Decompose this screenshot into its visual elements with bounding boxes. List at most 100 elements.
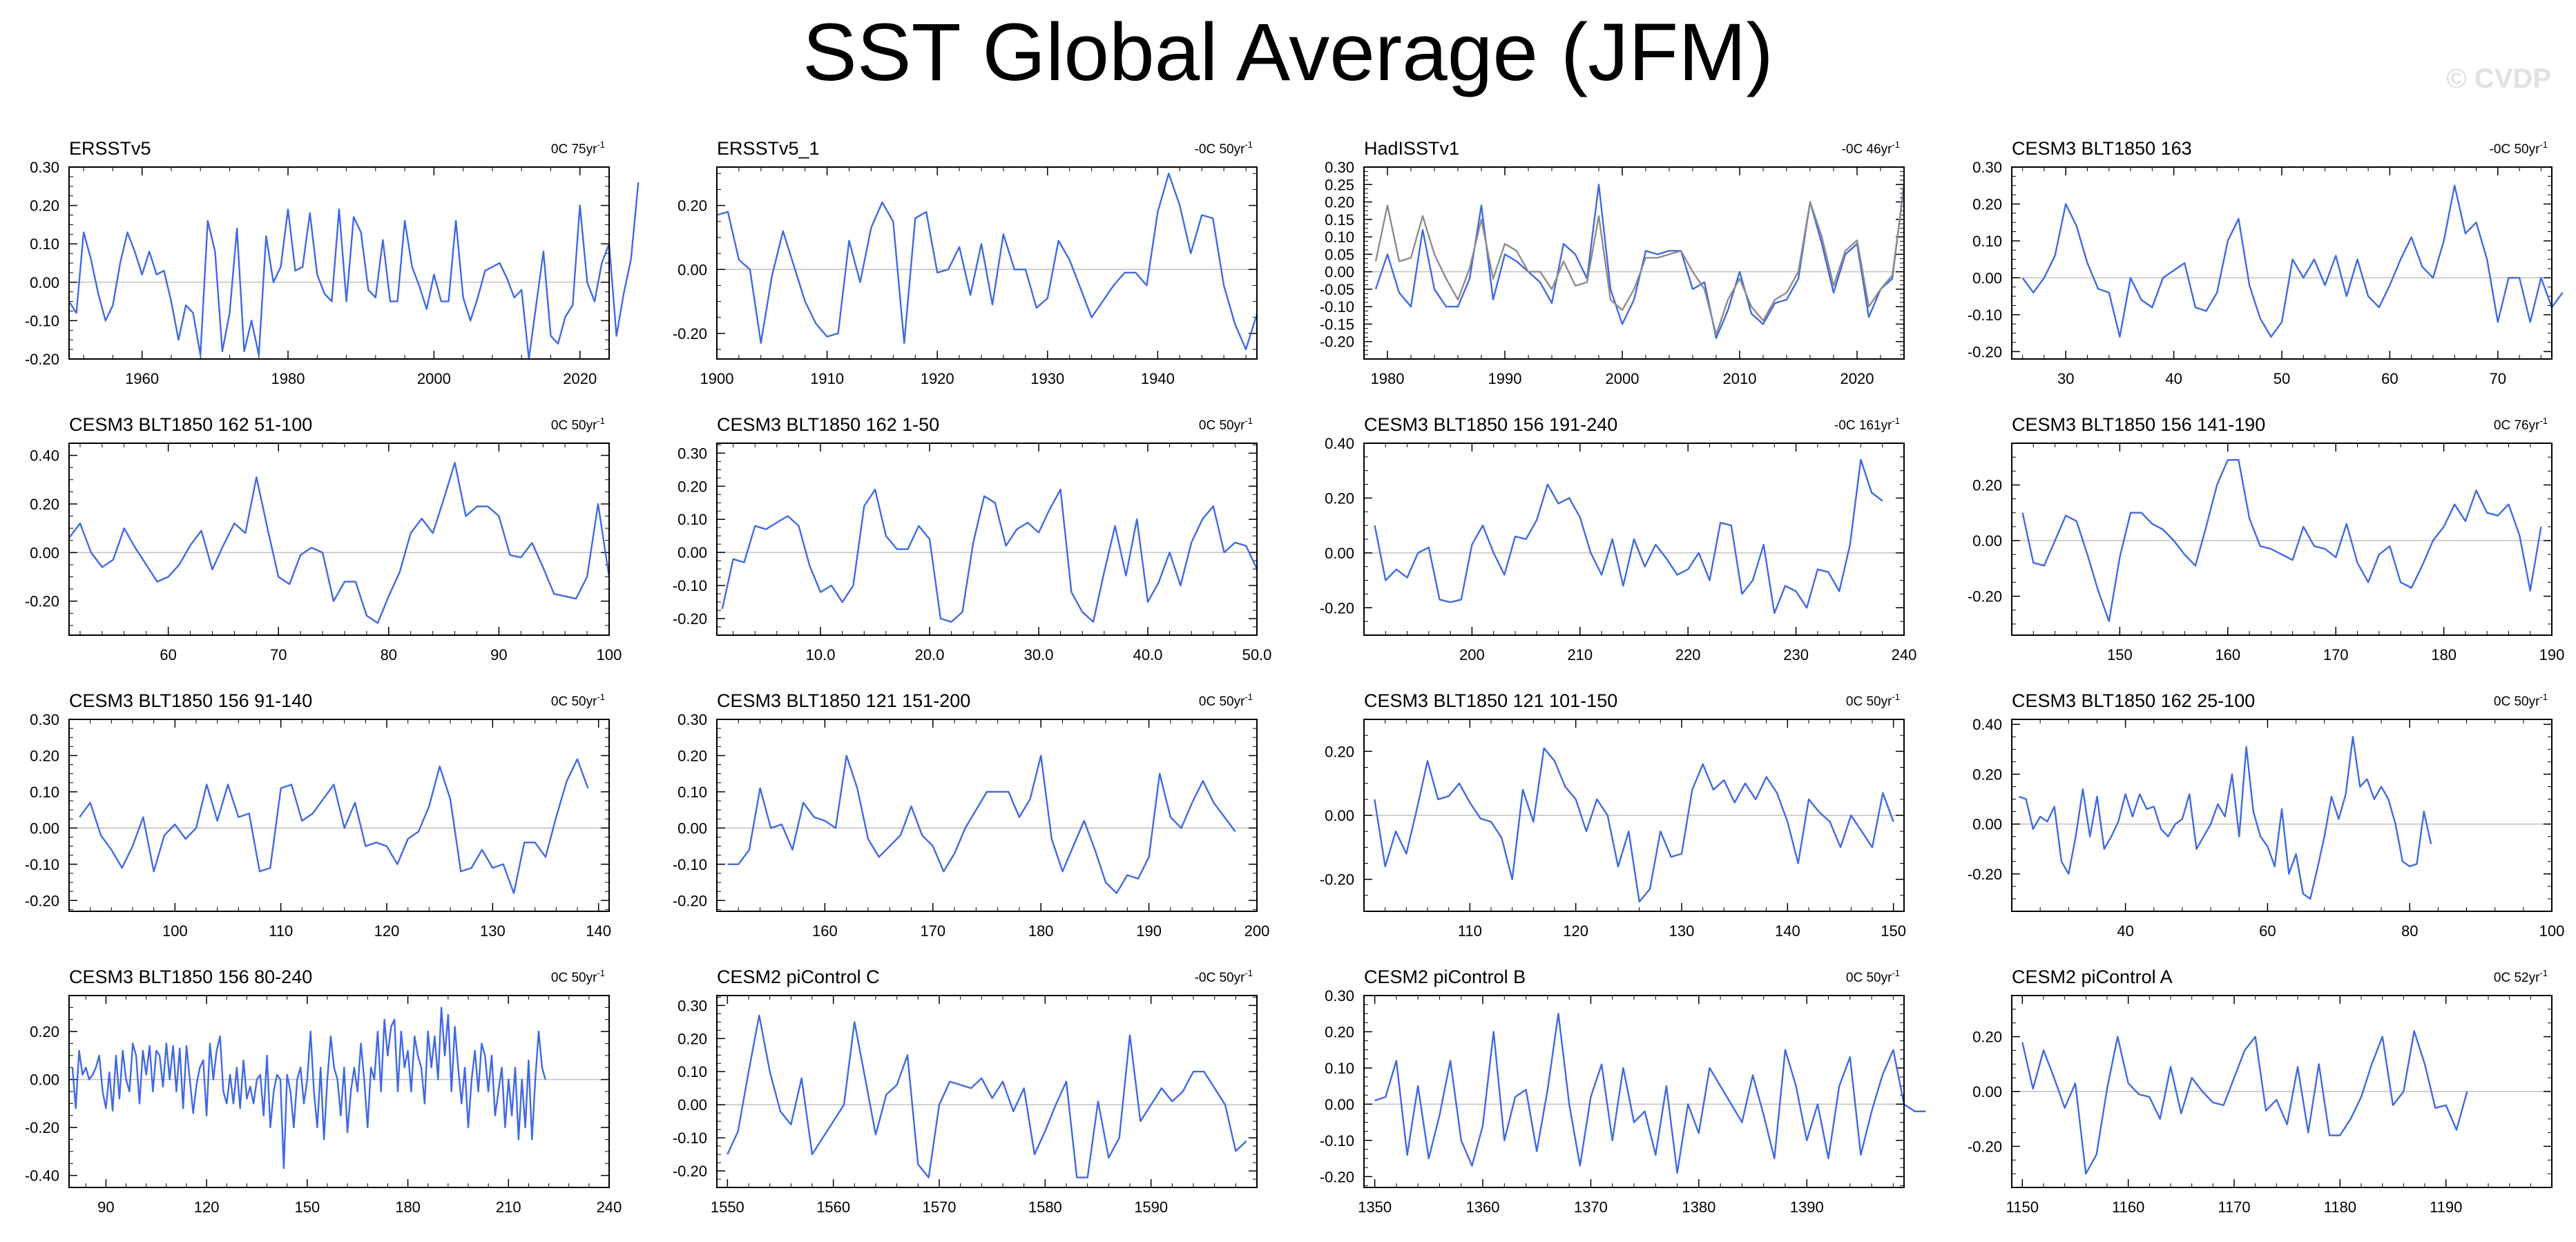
x-tick-label: 60 <box>2259 922 2276 940</box>
panel-title: ERSSTv5_1 <box>717 138 820 159</box>
y-tick-label: 0.00 <box>30 819 59 837</box>
x-tick-label: 1380 <box>1682 1199 1715 1216</box>
series-line-main <box>727 1014 1247 1178</box>
trend-label: 0C 50yr-1 <box>2494 692 2548 709</box>
y-tick-label: 0.00 <box>677 261 707 278</box>
y-tick-label: 0.10 <box>30 235 59 253</box>
x-tick-label: 80 <box>2401 922 2418 940</box>
series-line-main <box>2021 184 2564 338</box>
x-tick-label: 90 <box>490 646 507 663</box>
y-tick-label: 0.00 <box>677 1096 707 1114</box>
x-tick-label: 2000 <box>1606 370 1640 387</box>
series-line-main <box>1374 458 1883 614</box>
x-tick-label: 1960 <box>125 370 159 387</box>
trend-label: 0C 50yr-1 <box>551 416 605 433</box>
series-line-main <box>71 1007 546 1170</box>
trend-label: 0C 76yr-1 <box>2494 416 2548 433</box>
y-tick-label: 0.00 <box>1972 1083 2002 1100</box>
plot-frame <box>2011 995 2553 1188</box>
y-tick-label: -0.20 <box>673 892 707 909</box>
plot-frame <box>716 995 1258 1188</box>
panel-5: CESM3 BLT1850 162 51-100 0C 50yr-1 -0.20 0.… <box>25 414 622 663</box>
x-tick-label: 200 <box>1244 922 1270 940</box>
panel-title: ERSSTv5 <box>69 138 151 159</box>
y-tick-label: -0.10 <box>1968 307 2002 324</box>
y-tick-label: -0.20 <box>1320 333 1354 351</box>
x-tick-label: 170 <box>920 922 945 940</box>
y-tick-label: -0.20 <box>25 593 59 610</box>
y-tick-label: 0.00 <box>1325 1096 1354 1113</box>
x-tick-label: 20.0 <box>915 646 945 663</box>
x-tick-label: 80 <box>381 646 397 663</box>
x-tick-label: 2020 <box>1840 370 1874 387</box>
trend-label: 0C 52yr-1 <box>2494 968 2548 985</box>
x-tick-label: 1550 <box>711 1199 744 1216</box>
y-tick-label: -0.20 <box>1320 1168 1354 1185</box>
y-tick-label: 0.20 <box>1325 743 1354 760</box>
y-tick-label: 0.00 <box>1972 269 2002 287</box>
x-tick-label: 2020 <box>563 370 597 387</box>
panel-title: CESM2 piControl B <box>1364 967 1526 987</box>
y-tick-label: 0.20 <box>1972 476 2002 494</box>
x-tick-label: 150 <box>1881 922 1906 940</box>
x-tick-label: 220 <box>1675 646 1701 663</box>
y-tick-label: 0.20 <box>677 197 707 215</box>
y-tick-label: 0.00 <box>677 819 707 837</box>
panel-6: CESM3 BLT1850 162 1-50 0C 50yr-1 -0.20 -0.1… <box>673 414 1272 663</box>
panel-title: CESM3 BLT1850 156 191-240 <box>1364 414 1617 435</box>
x-tick-label: 140 <box>586 922 611 940</box>
y-tick-label: 0.15 <box>1325 211 1354 229</box>
x-tick-label: 1560 <box>816 1199 850 1216</box>
x-tick-label: 1990 <box>1488 370 1522 387</box>
panel-4: CESM3 BLT1850 163 -0C 50yr-1 -0.20 -0.10 0.0… <box>1968 138 2564 387</box>
y-tick-label: 0.10 <box>677 511 707 528</box>
series-line-main <box>79 758 589 895</box>
plot-frame <box>68 443 610 636</box>
x-tick-label: 40.0 <box>1133 646 1163 663</box>
y-tick-label: 0.00 <box>1972 532 2002 550</box>
y-tick-label: -0.10 <box>673 577 707 594</box>
panel-title: CESM3 BLT1850 156 141-190 <box>2012 414 2265 435</box>
trend-label: -0C 50yr-1 <box>2490 139 2548 157</box>
plot-frame <box>1363 443 1905 636</box>
series-line-main <box>68 462 611 624</box>
x-tick-label: 70 <box>2490 370 2506 387</box>
x-tick-label: 60 <box>160 646 176 663</box>
x-tick-label: 1570 <box>923 1199 957 1216</box>
y-tick-label: -0.20 <box>673 1163 707 1180</box>
plot-frame <box>1363 166 1905 360</box>
plot-frame <box>68 719 610 912</box>
series-line-main <box>2021 459 2542 623</box>
y-tick-label: 0.30 <box>677 711 707 728</box>
y-tick-label: 0.30 <box>30 711 59 728</box>
trend-label: 0C 75yr-1 <box>551 139 605 157</box>
panel-title: CESM3 BLT1850 162 1-50 <box>717 414 939 435</box>
y-tick-label: 0.20 <box>677 1030 707 1047</box>
panel-9: CESM3 BLT1850 156 91-140 0C 50yr-1 -0.20 -0… <box>25 690 611 940</box>
y-tick-label: 0.05 <box>1325 246 1354 263</box>
y-tick-label: 0.40 <box>1972 716 2002 733</box>
x-tick-label: 170 <box>2323 646 2349 663</box>
x-tick-label: 40 <box>2117 922 2133 940</box>
series-line-main <box>1374 1012 1926 1174</box>
y-tick-label: -0.20 <box>1320 599 1354 617</box>
x-tick-label: 1390 <box>1790 1199 1824 1216</box>
x-tick-label: 10.0 <box>806 646 836 663</box>
y-tick-label: 0.20 <box>1972 195 2002 213</box>
x-tick-label: 70 <box>270 646 287 663</box>
x-tick-label: 1580 <box>1028 1199 1062 1216</box>
x-tick-label: 40 <box>2165 370 2182 387</box>
panel-13: CESM3 BLT1850 156 80-240 0C 50yr-1 -0.40 -0… <box>25 967 622 1216</box>
y-tick-label: -0.20 <box>673 325 707 342</box>
y-tick-label: 0.10 <box>677 1063 707 1080</box>
plot-frame <box>68 166 610 360</box>
panel-title: CESM3 BLT1850 163 <box>2012 138 2192 159</box>
x-tick-label: 200 <box>1459 646 1485 663</box>
plot-frame <box>2011 166 2553 360</box>
trend-label: 0C 50yr-1 <box>1199 692 1253 709</box>
x-tick-label: 130 <box>1669 922 1695 940</box>
y-tick-label: -0.20 <box>673 610 707 628</box>
plot-frame <box>2011 719 2553 912</box>
series-line-main <box>1374 184 1905 339</box>
